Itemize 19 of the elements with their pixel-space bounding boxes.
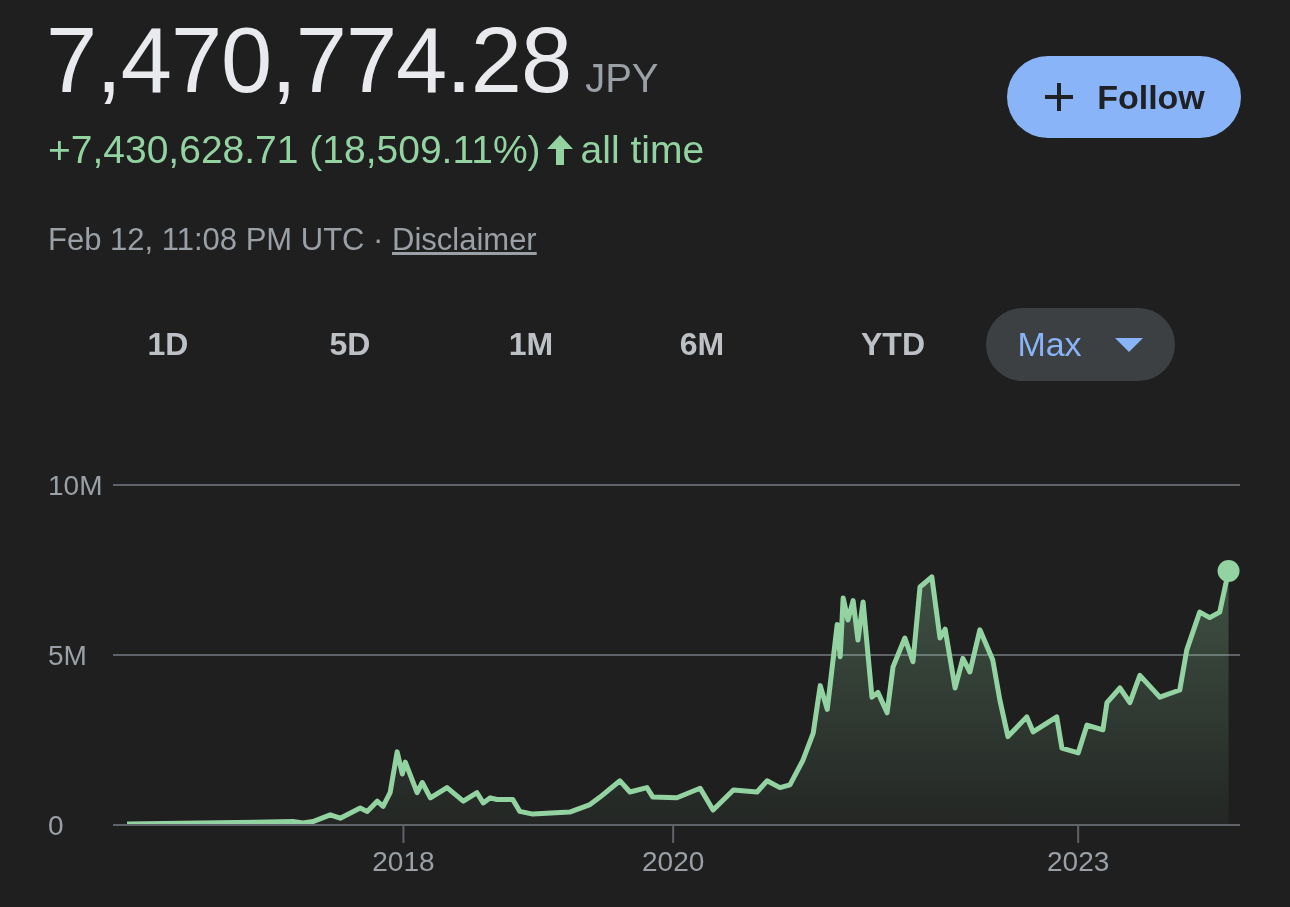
text: JPY xyxy=(585,56,659,101)
text: all time xyxy=(580,128,705,172)
text: +7,430,628.71 (18,509.11%) xyxy=(48,128,541,172)
x-tick-label: 2018 xyxy=(372,845,435,877)
y-tick-label: 10M xyxy=(48,470,103,501)
y-tick-label: 5M xyxy=(48,640,87,671)
text: Max xyxy=(1017,325,1082,364)
text: Disclaimer xyxy=(392,222,537,257)
text: Follow xyxy=(1097,77,1205,117)
text: 5D xyxy=(329,326,371,362)
x-tick-label: 2020 xyxy=(642,845,705,877)
text: 6M xyxy=(679,326,725,362)
x-tick-label: 2023 xyxy=(1047,845,1110,877)
text: Feb 12, 11:08 PM UTC · xyxy=(48,222,384,257)
text: 1M xyxy=(508,326,554,362)
y-tick-label: 0 xyxy=(48,810,64,841)
text: 1D xyxy=(147,326,189,362)
text: YTD xyxy=(861,326,925,362)
chart-title: 7,470,774.28 xyxy=(46,8,572,113)
